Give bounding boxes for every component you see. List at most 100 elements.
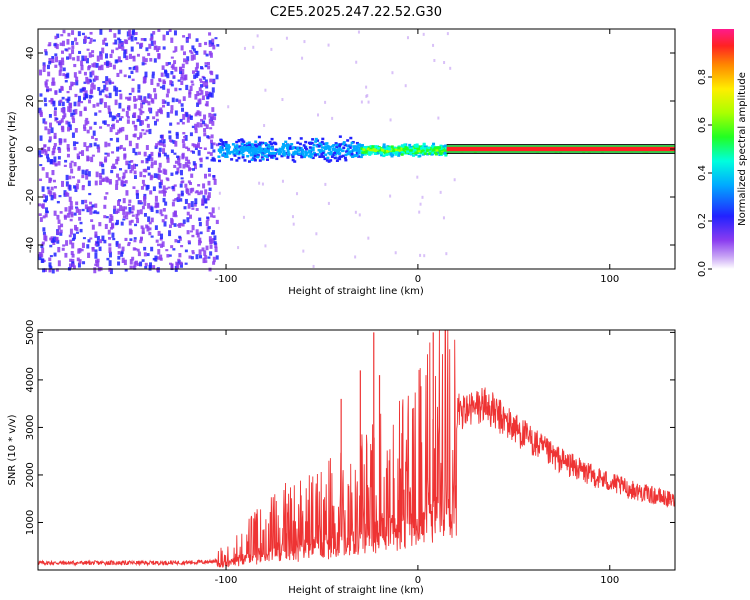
heatmap-cell: [410, 147, 414, 150]
heatmap-cell: [56, 239, 60, 244]
heatmap-cell: [80, 248, 84, 252]
heatmap-cell: [282, 150, 286, 153]
heatmap-cell: [203, 50, 207, 55]
heatmap-cell: [163, 221, 167, 227]
heatmap-cell: [176, 197, 180, 203]
heatmap-cell: [82, 237, 86, 240]
heatmap-cell: [261, 141, 265, 145]
heatmap-cell: [181, 121, 185, 125]
heatmap-cell: [373, 149, 377, 152]
heatmap-cell: [92, 130, 96, 136]
heatmap-cell: [187, 180, 191, 184]
heatmap-cell: [75, 76, 79, 82]
heatmap-cell: [123, 74, 127, 78]
heatmap-cell: [205, 124, 209, 129]
heatmap-cell: [423, 147, 427, 150]
heatmap-cell: [268, 152, 272, 155]
heatmap-cell: [85, 173, 89, 180]
heatmap-cell: [124, 237, 128, 241]
heatmap-cell: [327, 160, 331, 163]
heatmap-cell: [99, 161, 103, 167]
heatmap-cell: [162, 139, 166, 144]
spectrogram-xlabel: Height of straight line (km): [288, 286, 424, 297]
heatmap-cell: [172, 140, 176, 144]
heatmap-cell: [152, 31, 156, 35]
heatmap-cell: [349, 136, 353, 140]
heatmap-cell: [98, 110, 102, 113]
heatmap-cell: [442, 216, 445, 220]
heatmap-cell: [199, 84, 203, 88]
heatmap-cell: [46, 186, 50, 190]
heatmap-cell: [65, 181, 69, 187]
heatmap-cell: [235, 150, 239, 154]
heatmap-cell: [338, 143, 342, 146]
heatmap-cell: [128, 199, 132, 203]
heatmap-cell: [70, 168, 74, 174]
heatmap-cell: [191, 83, 195, 86]
heatmap-cell: [121, 46, 125, 51]
heatmap-cell: [53, 252, 57, 257]
heatmap-cell: [41, 247, 45, 254]
heatmap-cell: [75, 79, 79, 86]
heatmap-cell: [166, 73, 170, 79]
heatmap-cell: [202, 76, 206, 80]
heatmap-cell: [316, 139, 320, 142]
heatmap-cell: [83, 142, 87, 147]
heatmap-cell: [107, 142, 111, 147]
heatmap-cell: [221, 148, 225, 152]
heatmap-cell: [439, 144, 443, 148]
y-tick-label: 40: [25, 47, 36, 60]
heatmap-cell: [139, 209, 143, 215]
heatmap-cell: [88, 192, 92, 196]
heatmap-cell: [53, 110, 57, 117]
heatmap-cell: [314, 153, 318, 156]
heatmap-cell: [165, 187, 169, 190]
heatmap-cell: [189, 132, 193, 137]
heatmap-cell: [282, 144, 286, 147]
heatmap-cell: [143, 151, 147, 157]
heatmap-cell: [327, 201, 330, 205]
heatmap-cell: [60, 223, 64, 228]
heatmap-cell: [198, 87, 202, 92]
heatmap-cell: [142, 183, 146, 187]
heatmap-cell: [184, 183, 188, 188]
heatmap-cell: [178, 99, 182, 104]
heatmap-cell: [270, 146, 274, 149]
heatmap-cell: [209, 52, 213, 58]
heatmap-cell: [170, 149, 174, 154]
heatmap-cell: [217, 155, 221, 158]
heatmap-cell: [85, 169, 89, 172]
heatmap-cell: [109, 127, 113, 133]
heatmap-cell: [86, 78, 90, 85]
heatmap-cell: [75, 141, 79, 144]
heatmap-cell: [193, 202, 197, 207]
heatmap-cell: [66, 192, 70, 197]
heatmap-cell: [42, 64, 46, 68]
heatmap-cell: [367, 146, 371, 149]
heatmap-cell: [312, 264, 315, 268]
heatmap-cell: [141, 129, 145, 132]
heatmap-cell: [196, 122, 200, 128]
heatmap-cell: [96, 102, 100, 107]
heatmap-cell: [291, 153, 295, 156]
heatmap-cell: [208, 112, 212, 118]
heatmap-cell: [134, 151, 138, 156]
heatmap-cell: [179, 183, 183, 188]
heatmap-cell: [84, 204, 88, 210]
heatmap-cell: [68, 234, 72, 238]
heatmap-cell: [292, 222, 295, 226]
heatmap-cell: [366, 147, 370, 151]
heatmap-cell: [207, 151, 211, 155]
heatmap-cell: [240, 146, 244, 149]
heatmap-cell: [101, 168, 105, 175]
heatmap-cell: [106, 257, 110, 261]
heatmap-cell: [368, 153, 372, 156]
heatmap-cell: [117, 56, 121, 62]
heatmap-cell: [303, 40, 306, 44]
heatmap-cell: [66, 39, 70, 45]
heatmap-cell: [264, 244, 267, 248]
heatmap-cell: [51, 238, 55, 243]
heatmap-cell: [147, 107, 151, 112]
heatmap-cell: [196, 91, 200, 97]
heatmap-cell: [294, 146, 298, 149]
